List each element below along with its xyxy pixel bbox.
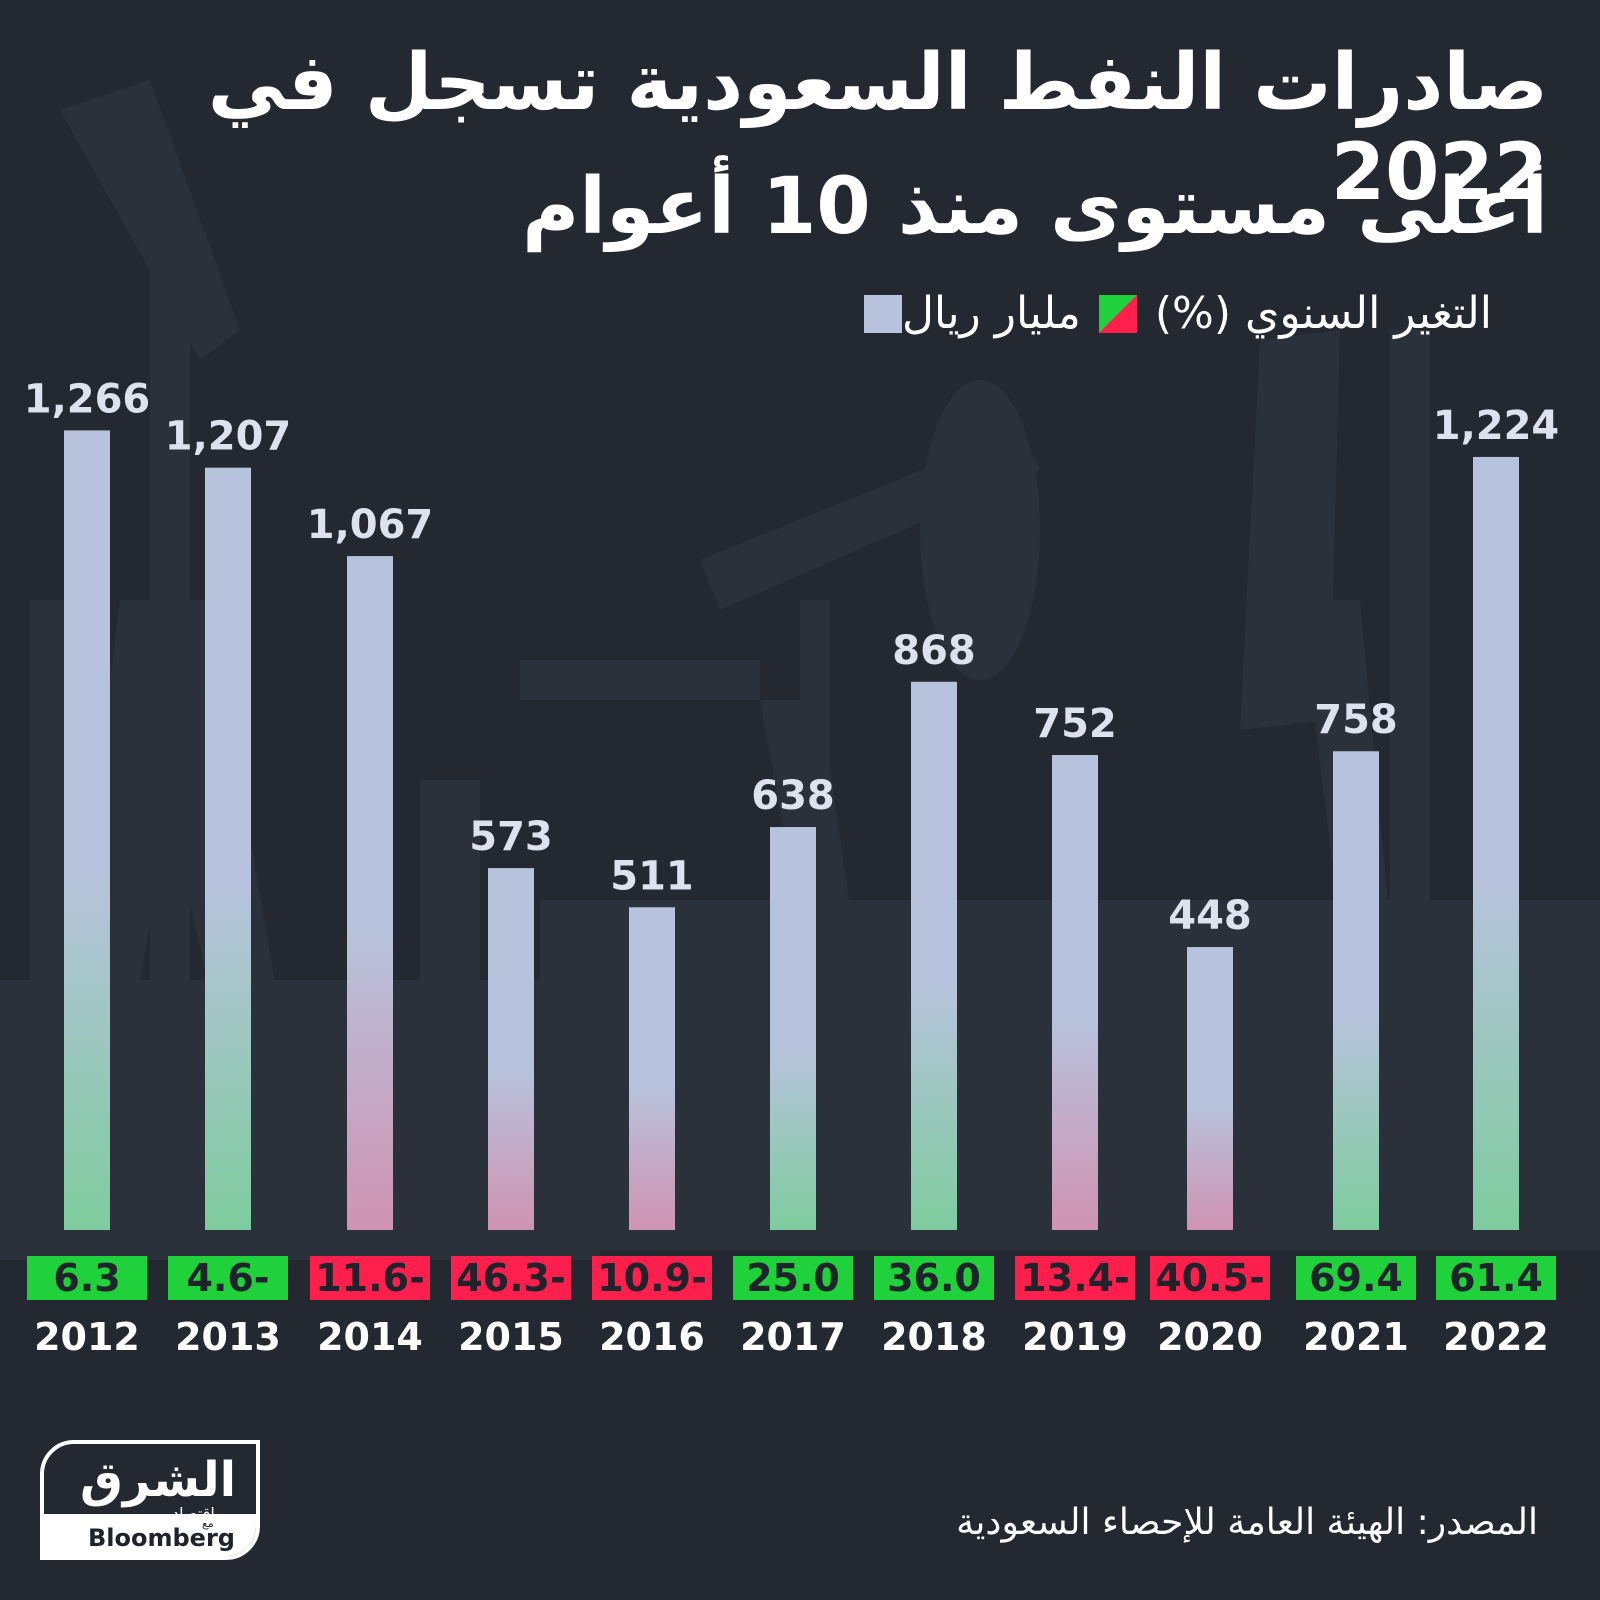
value-label-2020: 448 [1168, 893, 1252, 939]
legend-item-annual-change: التغير السنوي (%) [1081, 288, 1492, 339]
legend-item-riyal: مليار ريال [846, 288, 1081, 339]
change-badge-2018 [874, 1256, 994, 1300]
change-label-2019: 13.4- [1020, 1256, 1130, 1300]
change-label-2012: 6.3 [53, 1256, 120, 1300]
year-label-2013: 2013 [175, 1315, 281, 1359]
change-label-2013: 4.6- [186, 1256, 269, 1300]
change-label-2016: 10.9- [597, 1256, 707, 1300]
change-label-2020: 40.5- [1155, 1256, 1265, 1300]
year-label-2020: 2020 [1157, 1315, 1263, 1359]
year-label-2012: 2012 [34, 1315, 140, 1359]
bar-2020 [1187, 947, 1233, 1230]
value-label-2012: 1,266 [24, 376, 151, 422]
year-label-2017: 2017 [740, 1315, 846, 1359]
asharq-bloomberg-logo: الشرق اقتصاد مع Bloomberg [40, 1440, 260, 1560]
change-badge-2012 [27, 1256, 147, 1300]
value-label-2015: 573 [469, 814, 553, 860]
bar-2019 [1052, 755, 1098, 1230]
bar-2013 [205, 467, 251, 1230]
year-label-2014: 2014 [317, 1315, 423, 1359]
change-badge-2022 [1436, 1256, 1556, 1300]
value-label-2014: 1,067 [307, 502, 434, 548]
change-label-2017: 25.0 [746, 1256, 840, 1300]
chart-legend: مليار ريال التغير السنوي (%) [846, 288, 1556, 339]
change-label-2015: 46.3- [456, 1256, 566, 1300]
change-label-2022: 61.4 [1449, 1256, 1543, 1300]
legend-swatch-annual-change [1098, 294, 1137, 333]
bar-2016 [629, 907, 675, 1230]
chart-title-line2: أعلى مستوى منذ 10 أعوام [522, 162, 1548, 252]
source-note: المصدر: الهيئة العامة للإحصاء السعودية [956, 1502, 1538, 1543]
bar-2022 [1473, 456, 1519, 1230]
logo-arabic: الشرق [80, 1452, 237, 1508]
legend-label-riyal: مليار ريال [901, 288, 1081, 339]
change-badge-2021 [1296, 1256, 1416, 1300]
logo-english: Bloomberg [88, 1524, 235, 1552]
bar-2021 [1333, 751, 1379, 1230]
value-label-2018: 868 [892, 628, 976, 674]
logo-with: مع [202, 1517, 214, 1530]
year-label-2021: 2021 [1303, 1315, 1409, 1359]
bar-2017 [770, 827, 816, 1230]
year-label-2022: 2022 [1443, 1315, 1549, 1359]
logo-band: مع Bloomberg [44, 1514, 256, 1556]
legend-swatch-riyal [863, 294, 902, 333]
value-label-2016: 511 [610, 853, 694, 899]
change-badge-2017 [733, 1256, 853, 1300]
bar-2018 [911, 681, 957, 1230]
value-label-2021: 758 [1314, 697, 1398, 743]
bar-2015 [488, 868, 534, 1230]
year-label-2015: 2015 [458, 1315, 564, 1359]
change-label-2021: 69.4 [1309, 1256, 1403, 1300]
value-label-2013: 1,207 [165, 414, 292, 460]
change-badge-2014 [310, 1256, 430, 1300]
change-label-2014: 11.6- [315, 1256, 425, 1300]
change-badge-2016 [592, 1256, 712, 1300]
value-label-2017: 638 [751, 773, 835, 819]
value-label-2019: 752 [1033, 701, 1117, 747]
year-label-2016: 2016 [599, 1315, 705, 1359]
bar-2014 [347, 556, 393, 1230]
change-label-2018: 36.0 [887, 1256, 981, 1300]
change-badge-2020 [1150, 1256, 1270, 1300]
change-badge-2013 [168, 1256, 288, 1300]
change-badge-2019 [1015, 1256, 1135, 1300]
year-label-2018: 2018 [881, 1315, 987, 1359]
chart-title-line1: صادرات النفط السعودية تسجل في 2022 [207, 38, 1548, 218]
year-label-2019: 2019 [1022, 1315, 1128, 1359]
change-badge-2015 [451, 1256, 571, 1300]
value-label-2022: 1,224 [1433, 403, 1560, 449]
legend-label-annual-change: التغير السنوي (%) [1154, 288, 1492, 339]
bar-2012 [64, 430, 110, 1230]
